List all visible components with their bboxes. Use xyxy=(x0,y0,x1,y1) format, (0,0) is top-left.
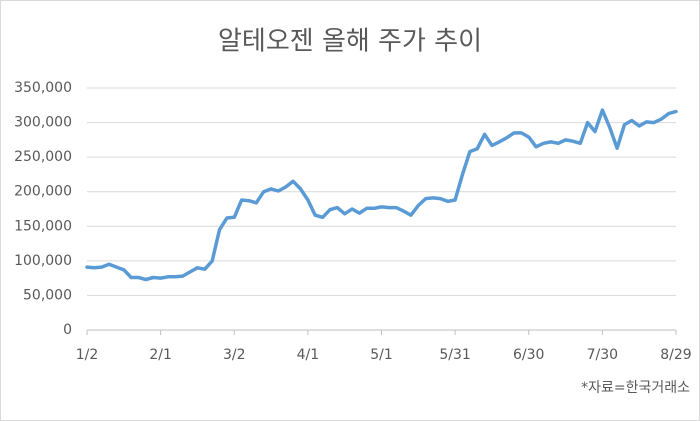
x-tick-label: 5/1 xyxy=(370,347,393,363)
y-tick-label: 150,000 xyxy=(14,218,72,234)
price-line xyxy=(85,108,678,282)
x-tick-label: 1/2 xyxy=(76,347,99,363)
y-tick-label: 100,000 xyxy=(14,253,72,269)
x-tick-label: 4/1 xyxy=(297,347,320,363)
x-tick-label: 5/31 xyxy=(439,347,470,363)
y-tick-label: 250,000 xyxy=(14,149,72,165)
y-tick-label: 200,000 xyxy=(14,184,72,200)
chart-title: 알테오젠 올해 주가 추이 xyxy=(218,27,482,57)
x-tick-label: 7/30 xyxy=(587,347,618,363)
x-tick-label: 3/2 xyxy=(223,347,246,363)
x-tick-label: 6/30 xyxy=(513,347,544,363)
y-tick-label: 0 xyxy=(63,322,72,338)
x-tick-label: 8/29 xyxy=(660,347,691,363)
x-tick-label: 2/1 xyxy=(149,347,172,363)
source-note: *자료=한국거래소 xyxy=(581,380,690,396)
y-tick-label: 350,000 xyxy=(14,80,72,96)
y-tick-label: 300,000 xyxy=(14,115,72,131)
y-tick-label: 50,000 xyxy=(23,287,72,303)
